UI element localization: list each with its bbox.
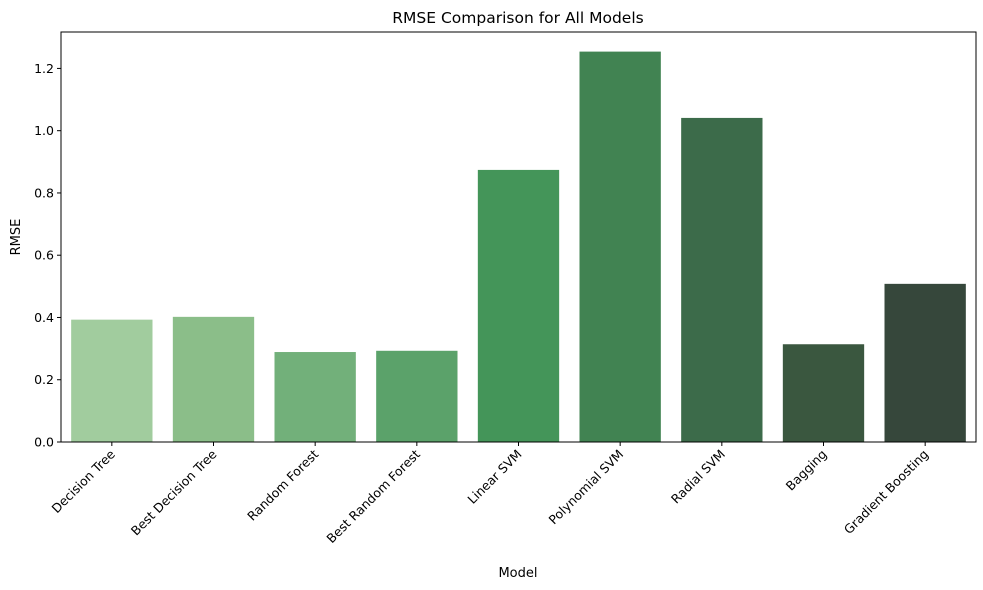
- bar-radial-svm: [681, 117, 763, 443]
- bars-group: [71, 51, 966, 443]
- x-tick-label: Best Decision Tree: [128, 446, 220, 538]
- chart-title: RMSE Comparison for All Models: [392, 9, 643, 27]
- y-tick-label: 0.0: [34, 435, 54, 450]
- bar-best-decision-tree: [172, 316, 255, 442]
- x-axis-title: Model: [498, 566, 537, 581]
- y-tick-label: 0.4: [34, 310, 54, 325]
- x-tick-label: Polynomial SVM: [546, 447, 627, 528]
- y-tick-label: 0.8: [34, 185, 54, 200]
- y-tick-label: 1.2: [34, 61, 54, 76]
- x-axis-ticks: Decision Tree Best Decision Tree Random Fo…: [48, 442, 931, 546]
- y-axis-ticks: 0.0 0.2 0.4 0.6 0.8 1.0 1.2: [34, 61, 61, 450]
- plot-frame: [60, 31, 977, 443]
- bar-gradient-boosting: [884, 283, 966, 442]
- y-tick-label: 0.2: [34, 372, 54, 387]
- x-tick-label: Random Forest: [244, 446, 321, 523]
- y-axis-title: RMSE: [9, 219, 24, 256]
- x-tick-label: Decision Tree: [48, 446, 118, 516]
- x-tick-label: Linear SVM: [464, 447, 524, 507]
- bar-decision-tree: [71, 319, 153, 442]
- bar-polynomial-svm: [579, 51, 661, 443]
- y-tick-label: 0.6: [34, 248, 54, 263]
- bar-linear-svm: [477, 169, 560, 442]
- x-tick-label: Best Random Forest: [323, 446, 423, 546]
- x-tick-label: Radial SVM: [668, 447, 728, 507]
- x-tick-label: Bagging: [783, 447, 830, 494]
- bar-best-random-forest: [376, 350, 458, 442]
- bar-random-forest: [274, 352, 356, 442]
- y-tick-label: 1.0: [34, 123, 54, 138]
- x-tick-label: Gradient Boosting: [841, 447, 932, 538]
- bar-bagging: [782, 344, 865, 442]
